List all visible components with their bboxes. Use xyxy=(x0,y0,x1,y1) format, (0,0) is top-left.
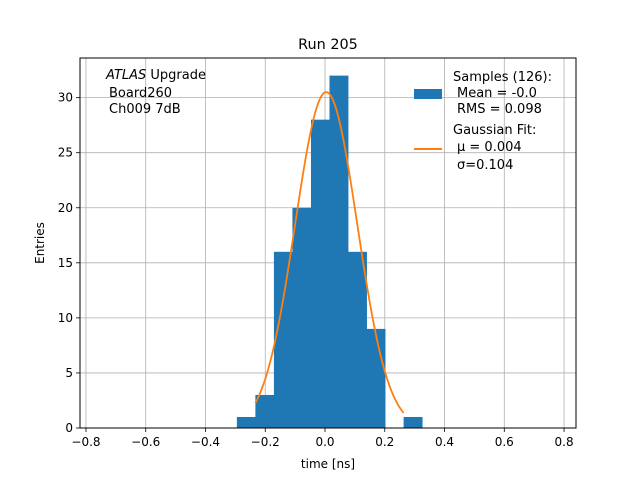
x-axis-label: time [ns] xyxy=(301,457,355,471)
histogram-bar xyxy=(348,251,367,428)
histogram-bar xyxy=(403,416,423,428)
y-tick-label: 5 xyxy=(65,366,73,380)
y-tick-label: 15 xyxy=(58,256,73,270)
plot-frame xyxy=(79,57,577,429)
board-label: Board260 xyxy=(109,86,172,101)
legend-fit-mu: μ = 0.004 xyxy=(457,140,522,155)
x-tick-label: 0.4 xyxy=(435,435,454,449)
histogram-bar xyxy=(366,328,386,428)
histogram-bar xyxy=(236,416,256,428)
atlas-label: ATLAS xyxy=(105,68,146,83)
histogram-bar xyxy=(292,207,312,428)
gaussian-fit xyxy=(254,91,405,414)
legend-fit-title: Gaussian Fit: xyxy=(453,123,536,138)
channel-label: Ch009 7dB xyxy=(109,102,181,117)
gaussian-fit-curve xyxy=(254,91,405,414)
axis-ticks: −0.8 −0.6 −0.4 −0.2 0.0 0.2 0.4 0.6 0.8 0 5 10 15 20 2… xyxy=(58,91,574,449)
legend-samples-title: Samples (126): xyxy=(453,70,552,85)
chart-title: Run 205 xyxy=(298,37,358,53)
y-tick-label: 0 xyxy=(65,421,73,435)
x-tick-label: −0.4 xyxy=(191,435,220,449)
y-tick-label: 25 xyxy=(58,146,73,160)
legend-samples-swatch xyxy=(414,89,442,99)
legend: Samples (126): Mean = -0.0 RMS = 0.098 G… xyxy=(414,70,552,173)
y-tick-label: 30 xyxy=(58,91,73,105)
x-tick-label: 0.8 xyxy=(555,435,574,449)
histogram-bar xyxy=(273,251,293,428)
x-tick-label: −0.8 xyxy=(71,435,100,449)
x-tick-label: 0.0 xyxy=(315,435,334,449)
legend-fit-sigma: σ=0.104 xyxy=(457,158,513,173)
histogram-bar xyxy=(329,75,349,428)
legend-samples-mean: Mean = -0.0 xyxy=(457,86,537,101)
histogram-bar xyxy=(255,394,275,428)
atlas-annotation-line1: ATLAS Upgrade xyxy=(105,68,206,83)
x-tick-label: −0.2 xyxy=(251,435,280,449)
histogram-bar xyxy=(310,119,330,429)
x-tick-label: 0.2 xyxy=(375,435,394,449)
upgrade-label: Upgrade xyxy=(146,68,206,83)
y-axis-label: Entries xyxy=(33,222,47,264)
x-tick-label: −0.6 xyxy=(131,435,160,449)
x-tick-label: 0.6 xyxy=(495,435,514,449)
y-tick-label: 10 xyxy=(58,311,73,325)
legend-samples-rms: RMS = 0.098 xyxy=(457,102,542,117)
y-tick-label: 20 xyxy=(58,201,73,215)
